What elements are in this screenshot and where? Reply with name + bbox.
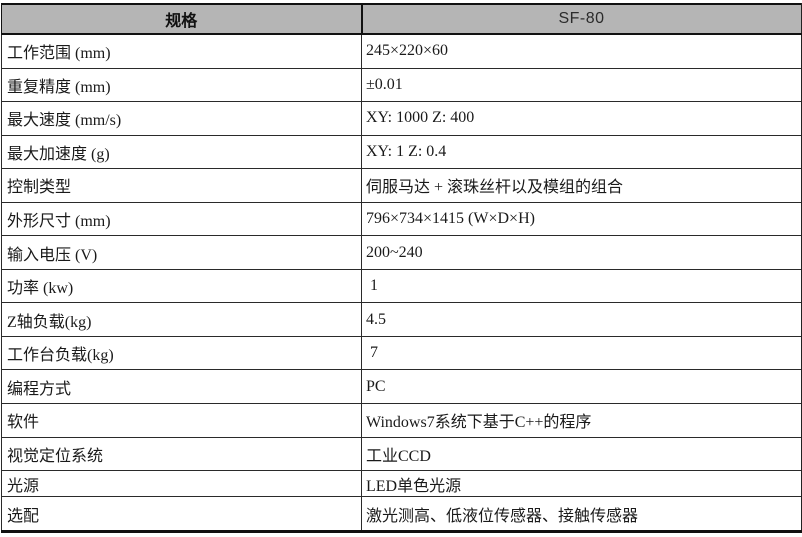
spec-row-value: 200~240	[361, 235, 802, 270]
spec-row-label: 选配	[1, 496, 362, 532]
column-header-spec: 规格	[1, 3, 363, 35]
spec-row-label: 视觉定位系统	[1, 436, 362, 472]
spec-row-value: 1	[361, 268, 802, 304]
table-row: 工作范围 (mm) 245×220×60	[1, 33, 802, 69]
column-header-model: SF-80	[361, 3, 802, 35]
table-row: 选配 激光测高、低液位传感器、接触传感器	[1, 496, 802, 532]
table-row: 最大速度 (mm/s) XY: 1000 Z: 400	[1, 101, 802, 136]
table-row: 编程方式 PC	[1, 369, 802, 405]
spec-row-value: Windows7系统下基于C++的程序	[361, 403, 802, 438]
table-body: 工作范围 (mm) 245×220×60 重复精度 (mm) ±0.01 最大速…	[1, 33, 802, 532]
spec-row-value: PC	[361, 369, 802, 405]
spec-row-value: 4.5	[361, 302, 802, 337]
spec-row-value: 工业CCD	[361, 436, 802, 472]
spec-row-value: LED单色光源	[361, 470, 802, 498]
spec-row-value: XY: 1000 Z: 400	[361, 101, 802, 136]
spec-row-label: 控制类型	[1, 168, 362, 203]
table-row: 视觉定位系统 工业CCD	[1, 436, 802, 472]
spec-row-label: 输入电压 (V)	[1, 235, 362, 270]
spec-row-value: 245×220×60	[361, 33, 802, 69]
spec-row-value: 796×734×1415 (W×D×H)	[361, 201, 802, 237]
spec-row-label: 外形尺寸 (mm)	[1, 201, 362, 237]
spec-row-label: 工作范围 (mm)	[1, 33, 362, 69]
table-row: 重复精度 (mm) ±0.01	[1, 67, 802, 103]
table-row: Z轴负载(kg) 4.5	[1, 302, 802, 337]
spec-row-label: 软件	[1, 403, 362, 438]
table-row: 功率 (kw) 1	[1, 268, 802, 304]
table-header-row: 规格 SF-80	[1, 3, 802, 35]
spec-row-label: 编程方式	[1, 369, 362, 405]
spec-row-value: 伺服马达 + 滚珠丝杆以及模组的组合	[361, 168, 802, 203]
table-row: 工作台负载(kg) 7	[1, 335, 802, 371]
specification-table: 规格 SF-80 工作范围 (mm) 245×220×60 重复精度 (mm) …	[1, 3, 802, 533]
spec-row-value: 7	[361, 335, 802, 371]
table-row: 控制类型 伺服马达 + 滚珠丝杆以及模组的组合	[1, 168, 802, 203]
spec-row-label: 功率 (kw)	[1, 268, 362, 304]
table-row: 软件 Windows7系统下基于C++的程序	[1, 403, 802, 438]
spec-row-value: 激光测高、低液位传感器、接触传感器	[361, 496, 802, 532]
spec-row-label: 重复精度 (mm)	[1, 67, 362, 103]
spec-row-label: 最大加速度 (g)	[1, 134, 362, 170]
table-row: 输入电压 (V) 200~240	[1, 235, 802, 270]
spec-row-value: ±0.01	[361, 67, 802, 103]
spec-row-label: Z轴负载(kg)	[1, 302, 362, 337]
spec-row-label: 最大速度 (mm/s)	[1, 101, 362, 136]
spec-row-value: XY: 1 Z: 0.4	[361, 134, 802, 170]
spec-row-label: 光源	[1, 470, 362, 498]
table-row: 外形尺寸 (mm) 796×734×1415 (W×D×H)	[1, 201, 802, 237]
table-row: 最大加速度 (g) XY: 1 Z: 0.4	[1, 134, 802, 170]
spec-row-label: 工作台负载(kg)	[1, 335, 362, 371]
table-row: 光源 LED单色光源	[1, 470, 802, 498]
